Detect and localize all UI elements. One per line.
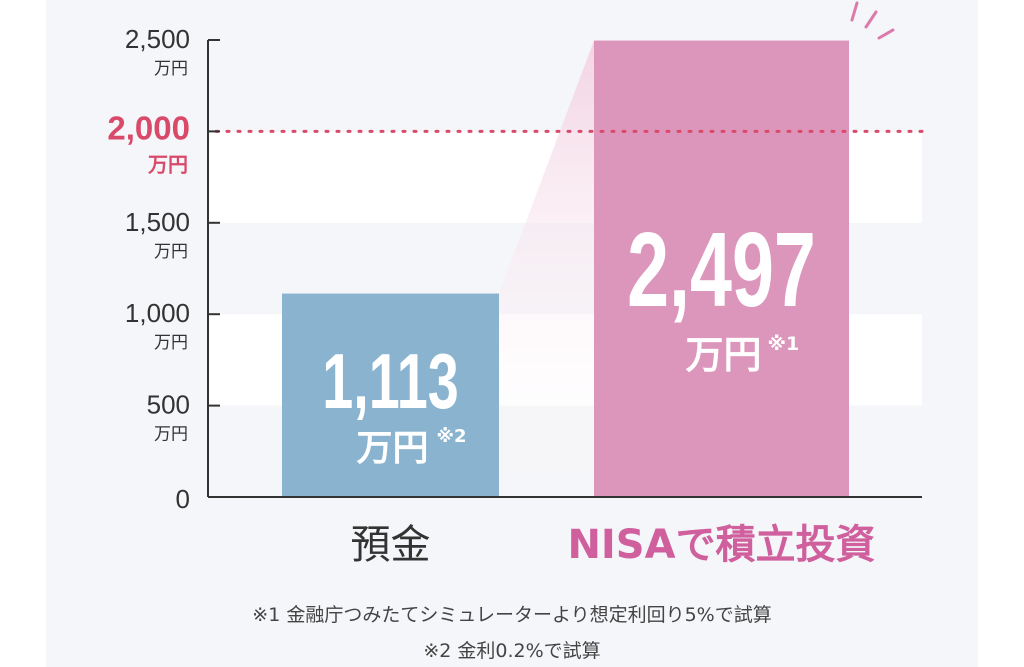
y-tick-label: 1,500 bbox=[125, 207, 190, 237]
bar-value-unit: 万円 bbox=[356, 428, 428, 469]
bar-value-note: ※1 bbox=[768, 333, 800, 355]
bar-value-number: 2,497 bbox=[627, 212, 816, 329]
bar-0 bbox=[282, 293, 499, 497]
y-tick-unit: 万円 bbox=[154, 242, 188, 262]
x-category-label: 預金 bbox=[351, 522, 431, 568]
y-tick-unit: 万円 bbox=[154, 333, 188, 353]
y-tick-unit: 万円 bbox=[147, 152, 188, 176]
y-tick-unit: 万円 bbox=[154, 59, 188, 79]
y-tick-label: 0 bbox=[176, 484, 190, 514]
x-axis: 預金 NISAで積立投資 bbox=[208, 496, 922, 568]
bars bbox=[282, 40, 849, 497]
footnote-1: ※1 金融庁つみたてシミュレーターより想定利回り5%で試算 bbox=[252, 604, 772, 626]
emphasis-marks-icon bbox=[850, 1, 895, 40]
footnote-2: ※2 金利0.2%で試算 bbox=[423, 640, 601, 662]
y-tick-label: 1,000 bbox=[125, 298, 190, 328]
bar-value-unit: 万円 bbox=[685, 333, 761, 377]
bar-value-note: ※2 bbox=[437, 426, 467, 447]
bar-1 bbox=[594, 40, 849, 497]
bar-value-number: 1,113 bbox=[322, 339, 458, 425]
y-tick-unit: 万円 bbox=[154, 425, 188, 445]
y-tick-label: 500 bbox=[147, 390, 190, 420]
growth-highlight bbox=[499, 40, 594, 497]
x-category-label: NISAで積立投資 bbox=[567, 522, 875, 568]
y-axis: 0 500 万円 1,000 万円 1,500 万円 2,000 万円 2,500 万円 bbox=[107, 24, 220, 514]
y-tick-label: 2,000 bbox=[107, 109, 190, 146]
y-tick-label: 2,500 bbox=[125, 24, 190, 54]
